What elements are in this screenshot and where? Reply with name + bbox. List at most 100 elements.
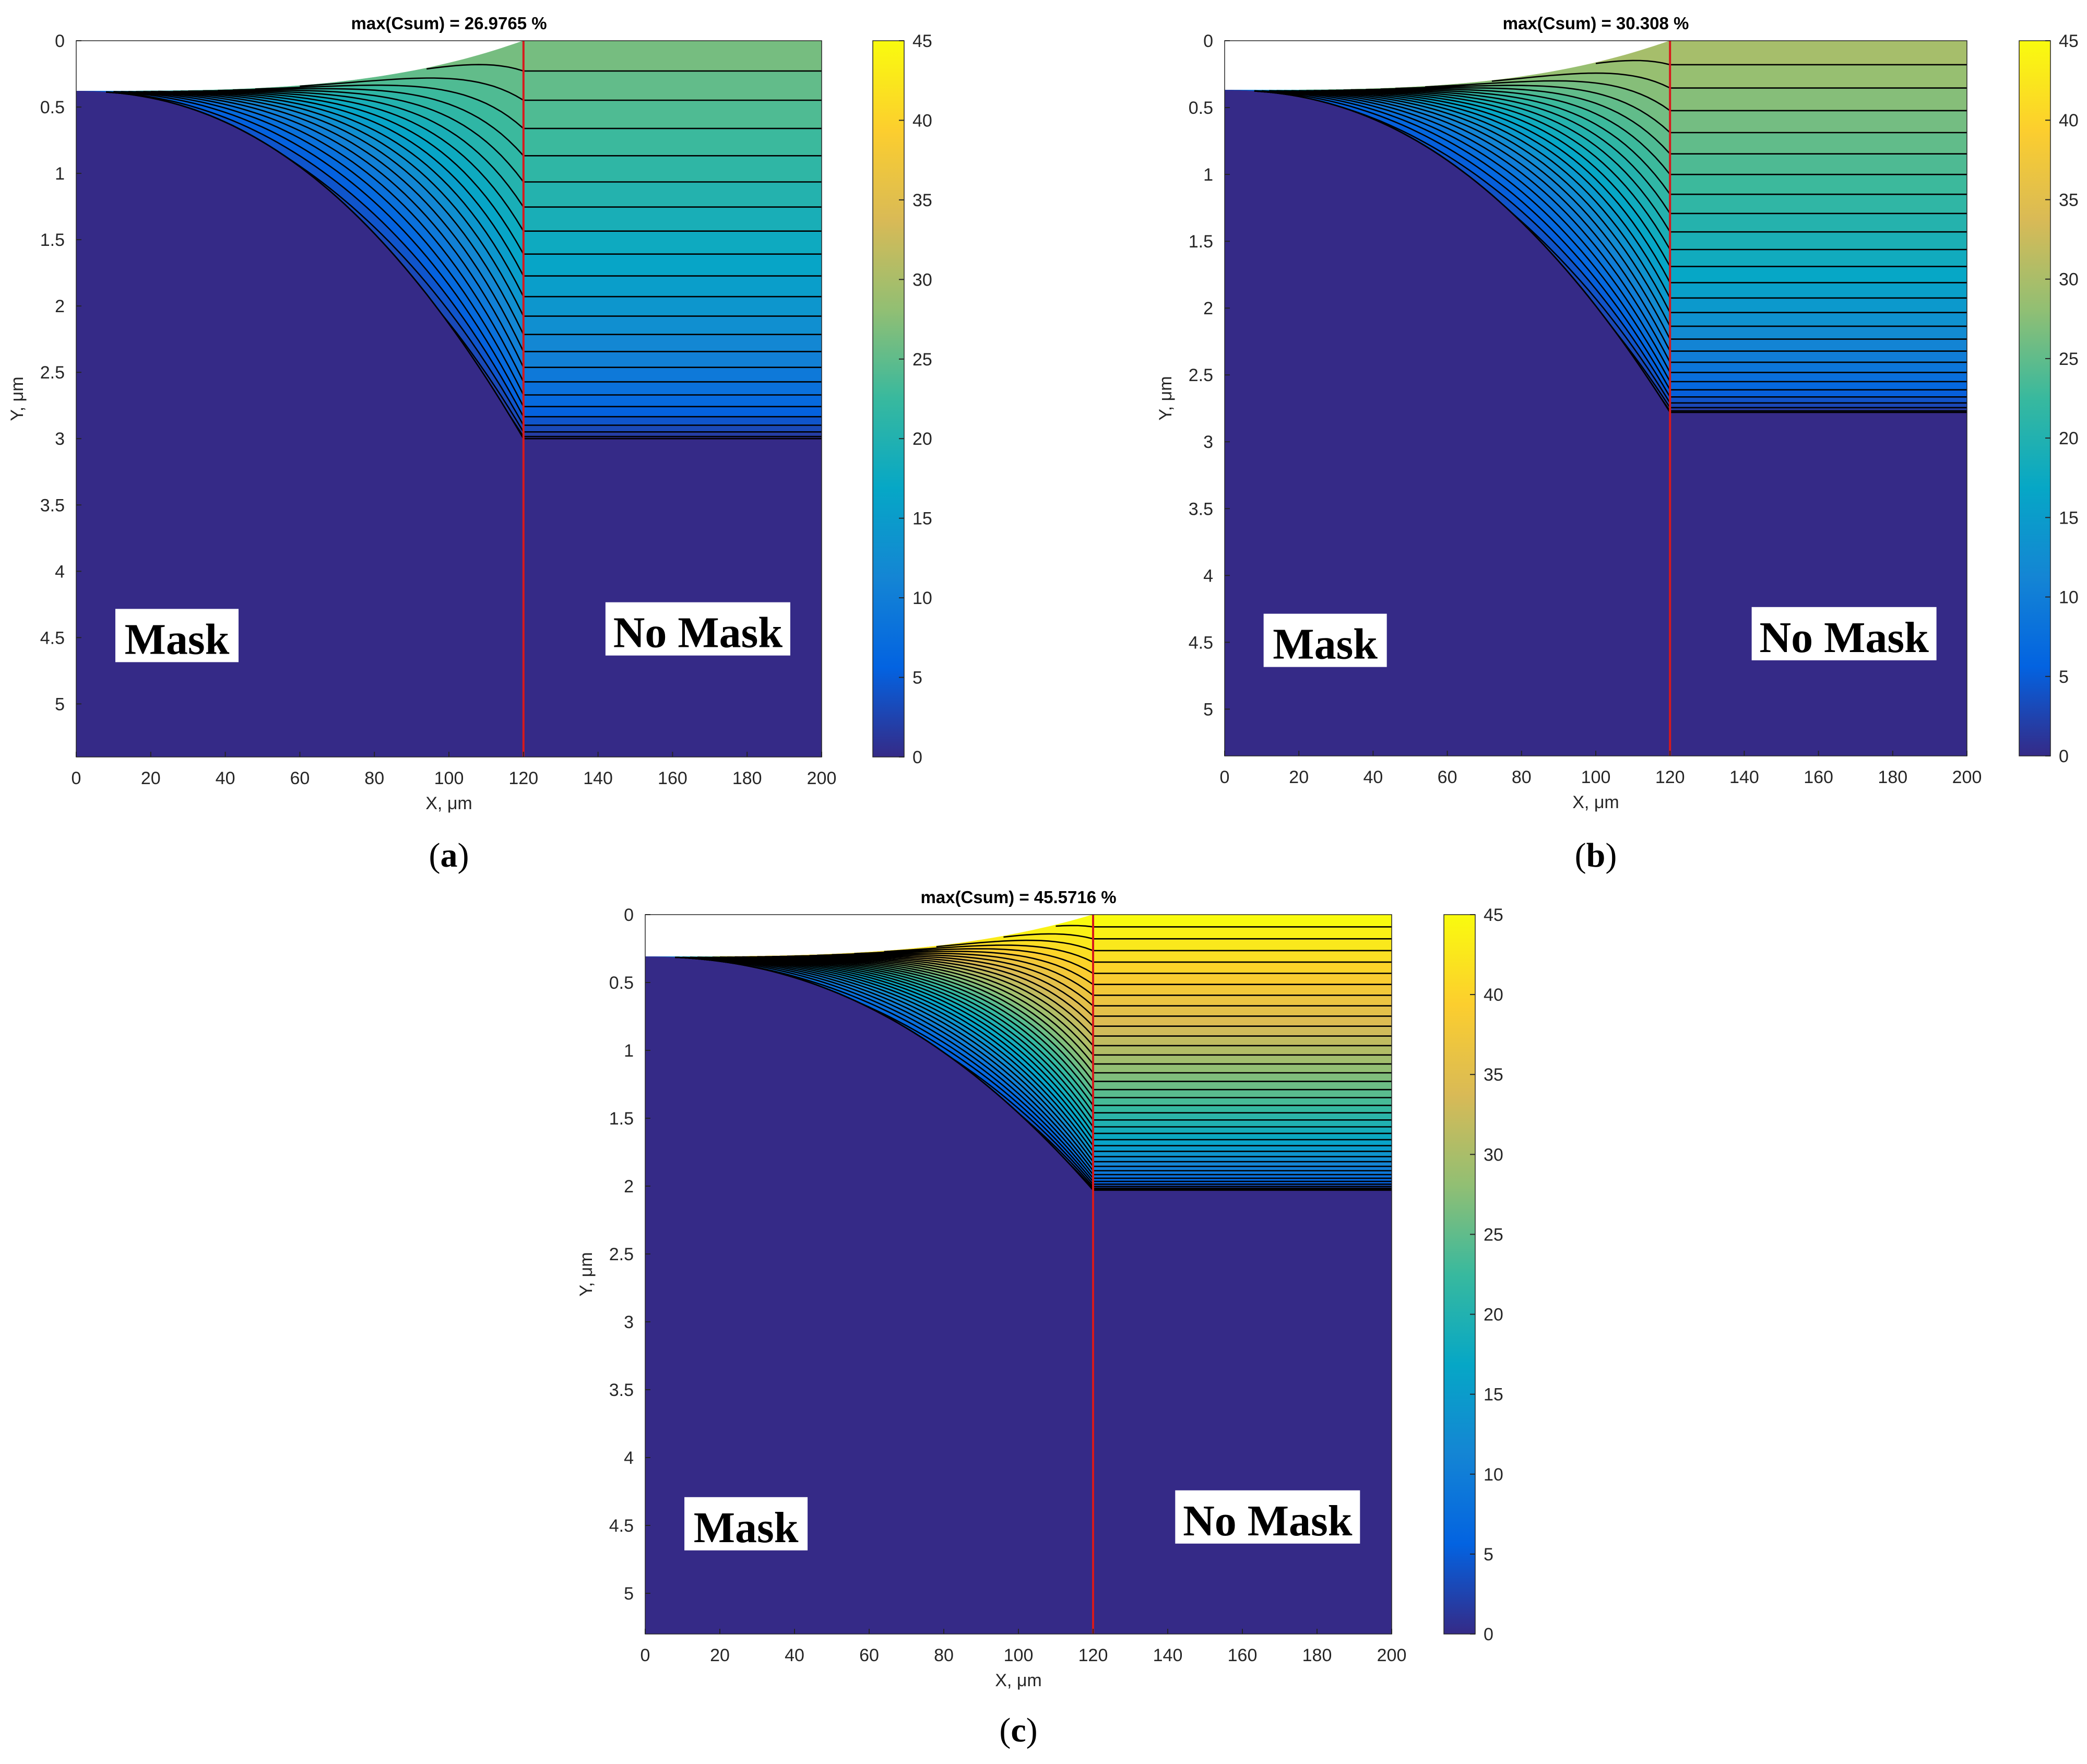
nomask-band: [523, 351, 822, 368]
plot-area: [645, 915, 1392, 1634]
nomask-band: [523, 231, 822, 254]
panel-caption: (a): [429, 836, 469, 874]
contour-line: [1491, 72, 1967, 89]
contour-line: [1350, 89, 1967, 195]
x-axis-label: X, μm: [1572, 792, 1619, 812]
x-tick-label: 200: [1952, 767, 1982, 787]
y-tick-label: 2.5: [40, 363, 65, 383]
nomask-band: [1093, 1178, 1392, 1182]
nomask-band: [1670, 397, 1967, 403]
nomask-band: [1670, 389, 1967, 397]
nomask-band: [1093, 1064, 1392, 1073]
nomask-band: [523, 316, 822, 335]
x-tick-label: 200: [1377, 1645, 1407, 1665]
x-tick-label: 20: [1289, 767, 1309, 787]
nomask-band: [1093, 1140, 1392, 1146]
axes-frame: [1224, 40, 1967, 756]
contour-line: [232, 88, 822, 157]
y-tick-label: 3.5: [1189, 499, 1213, 519]
x-tick-label: 0: [641, 1645, 650, 1665]
caption-letter: a: [441, 836, 458, 874]
contour-line: [1003, 933, 1392, 940]
colorbar-tick-label: 40: [912, 111, 932, 131]
colorbar-tick-label: 25: [2059, 349, 2079, 369]
contour-line: [180, 90, 822, 255]
x-tick-label: 140: [1153, 1645, 1183, 1665]
contour-line: [121, 91, 822, 383]
nomask-band: [523, 156, 822, 182]
caption-paren-close: ): [1026, 1711, 1038, 1749]
nomask-band: [1093, 973, 1392, 985]
contour-line: [1262, 90, 1967, 383]
nomask-band: [1093, 915, 1392, 927]
x-tick-label: 140: [1729, 767, 1759, 787]
contour-line: [218, 89, 822, 183]
contour-line: [682, 956, 1392, 1171]
nomask-band: [1670, 382, 1967, 390]
nomask-band: [1670, 282, 1967, 298]
nomask-band: [1093, 1055, 1392, 1064]
plot-area: [1225, 41, 1967, 756]
nomask-band: [1093, 1036, 1392, 1046]
nomask-band: [1093, 1181, 1392, 1185]
x-axis-label: X, μm: [995, 1671, 1041, 1690]
mask-label-box: [684, 1497, 808, 1550]
nomask-band: [1093, 962, 1392, 974]
panel-caption: (b): [1575, 836, 1617, 874]
mask-label: Mask: [694, 1503, 799, 1552]
y-tick-label: 0: [55, 31, 65, 51]
contour-line: [1306, 90, 1967, 299]
nomask-band: [523, 297, 822, 316]
nomask-band: [1093, 1120, 1392, 1127]
x-tick-label: 80: [364, 768, 384, 788]
nomask-band: [1093, 927, 1392, 939]
y-tick-label: 5: [624, 1584, 634, 1604]
nomask-band: [1093, 1184, 1392, 1187]
nomask-band: [1093, 1145, 1392, 1152]
nomask-band: [523, 128, 822, 156]
nomask-band: [1093, 1175, 1392, 1178]
contour-line: [106, 91, 822, 440]
colorbar-tick-label: 15: [912, 509, 932, 529]
contour-line: [158, 90, 822, 298]
nomask-band: [523, 254, 822, 276]
contour-line: [1254, 90, 1967, 390]
contour-line: [697, 956, 1392, 1152]
nomask-band: [1670, 402, 1967, 408]
chart-title: max(Csum) = 45.5716 %: [920, 887, 1116, 907]
nomask-band: [523, 367, 822, 382]
y-tick-label: 2: [1203, 299, 1213, 318]
y-tick-label: 2.5: [609, 1245, 634, 1264]
colorbar-tick-label: 15: [1484, 1385, 1503, 1405]
nomask-band: [1093, 950, 1392, 962]
x-tick-label: 100: [1004, 1645, 1034, 1665]
chart-title: max(Csum) = 26.9765 %: [351, 14, 547, 33]
y-tick-label: 1: [1203, 165, 1213, 185]
nomask-band: [1093, 1127, 1392, 1134]
x-tick-label: 160: [1804, 767, 1833, 787]
contour-line: [300, 77, 822, 101]
contour-line: [136, 91, 822, 352]
nomask-band: [523, 334, 822, 352]
x-tick-label: 40: [1363, 767, 1383, 787]
y-tick-label: 1.5: [1189, 232, 1213, 252]
colorbar: [2019, 40, 2051, 756]
contour-line: [143, 91, 822, 335]
contour-line: [173, 90, 822, 277]
nomask-band: [523, 182, 822, 207]
nomask-band: [523, 395, 822, 407]
nomask-band: [523, 207, 822, 231]
nomask-band: [1093, 1073, 1392, 1082]
nomask-band: [1093, 1166, 1392, 1171]
x-tick-label: 80: [934, 1645, 954, 1665]
y-tick-label: 1: [55, 164, 65, 184]
nomask-band: [1670, 174, 1967, 195]
contour-line: [690, 956, 1392, 1163]
nomask-band: [1670, 298, 1967, 313]
nomask-band: [1670, 41, 1967, 65]
y-tick-label: 4: [55, 562, 65, 582]
colorbar-tick-label: 0: [912, 748, 922, 767]
